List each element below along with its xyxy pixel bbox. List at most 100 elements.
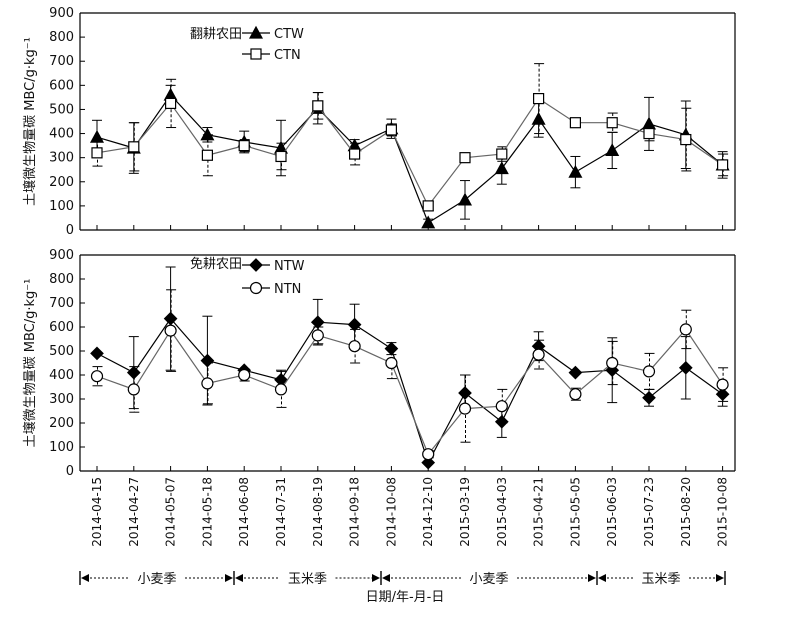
y-tick-label: 900 bbox=[49, 6, 74, 21]
data-point bbox=[569, 117, 582, 129]
data-point bbox=[495, 400, 508, 413]
data-point bbox=[90, 370, 104, 383]
data-point bbox=[385, 356, 398, 370]
x-tick-label: 2015-07-23 bbox=[642, 477, 656, 547]
x-tick-label: 2015-03-19 bbox=[458, 477, 472, 547]
x-tick-label: 2014-05-18 bbox=[200, 477, 214, 547]
y-tick-label: 700 bbox=[49, 296, 74, 311]
data-point bbox=[312, 100, 324, 112]
data-point bbox=[275, 150, 287, 163]
series-ntn bbox=[90, 289, 729, 461]
data-point bbox=[678, 360, 693, 375]
data-point bbox=[642, 390, 656, 405]
data-point bbox=[274, 383, 288, 396]
data-point bbox=[165, 97, 177, 110]
series-ctw bbox=[89, 84, 730, 229]
data-point bbox=[201, 377, 214, 390]
x-tick-label: 2015-08-20 bbox=[679, 477, 693, 547]
series-line bbox=[96, 97, 723, 208]
season-label: 玉米季 bbox=[641, 572, 680, 587]
data-point bbox=[310, 315, 325, 330]
data-point bbox=[421, 215, 436, 229]
x-tick-label: 2014-04-27 bbox=[127, 477, 141, 547]
data-point bbox=[385, 124, 397, 136]
x-tick-label: 2014-08-19 bbox=[311, 477, 325, 547]
x-tick-label: 2015-04-21 bbox=[532, 477, 546, 547]
y-tick-label: 700 bbox=[49, 54, 74, 69]
data-point bbox=[238, 368, 251, 382]
data-point bbox=[568, 365, 583, 380]
data-point bbox=[422, 200, 434, 212]
season-arrow-head bbox=[598, 574, 606, 582]
data-point bbox=[496, 148, 508, 160]
panel-1: 0 100 200 300 400 500 600 700 800 900 土壤微生物量碳 MBC/… bbox=[22, 6, 736, 238]
x-tick-label: 2014-06-08 bbox=[237, 477, 251, 547]
data-point bbox=[606, 356, 619, 370]
x-tick-label: 2015-05-05 bbox=[568, 477, 582, 547]
x-tick-label: 2015-04-03 bbox=[495, 477, 509, 547]
y-tick-label: 500 bbox=[49, 344, 74, 359]
y-tick-label: 0 bbox=[66, 223, 74, 238]
data-point bbox=[127, 383, 140, 396]
legend-marker bbox=[248, 25, 264, 39]
y-tick-label: 400 bbox=[49, 368, 74, 383]
y-tick-label: 800 bbox=[49, 30, 74, 45]
legend-label: CTN bbox=[274, 48, 301, 63]
y-tick-label: 100 bbox=[49, 440, 74, 455]
y-tick-label: 100 bbox=[49, 199, 74, 214]
data-point bbox=[532, 92, 545, 105]
data-point bbox=[238, 140, 250, 152]
season-arrow-head bbox=[235, 574, 243, 582]
legend-marker bbox=[249, 258, 263, 272]
x-axis-title: 日期/年-月-日 bbox=[366, 590, 445, 605]
legend-title: 翻耕农田 bbox=[190, 26, 242, 42]
data-point bbox=[605, 143, 620, 157]
season-arrow-head bbox=[716, 574, 724, 582]
legend-label: CTW bbox=[274, 27, 304, 42]
season-bar: 小麦季 玉米季 小麦季 玉米季 bbox=[79, 571, 726, 587]
data-point bbox=[311, 329, 324, 342]
season-arrow-head bbox=[372, 574, 380, 582]
data-point bbox=[457, 192, 473, 206]
legend-title: 免耕农田 bbox=[190, 256, 242, 272]
data-point bbox=[91, 147, 103, 159]
x-tick-label: 2014-05-07 bbox=[164, 477, 178, 547]
x-tick-label: 2014-09-18 bbox=[348, 477, 362, 547]
y-tick-label: 0 bbox=[66, 464, 74, 479]
y-tick-label: 200 bbox=[49, 175, 74, 190]
x-tick-label: 2015-10-08 bbox=[716, 477, 730, 547]
season-arrow-head bbox=[382, 574, 390, 582]
data-point bbox=[458, 402, 472, 415]
y-tick-label: 300 bbox=[49, 151, 74, 166]
x-tick-label: 2015-06-03 bbox=[605, 477, 619, 547]
data-point bbox=[716, 378, 729, 391]
data-point bbox=[494, 161, 509, 175]
data-point bbox=[422, 448, 435, 461]
data-point bbox=[569, 388, 582, 401]
legend-marker bbox=[249, 281, 263, 295]
y-tick-label: 200 bbox=[49, 416, 74, 431]
x-tick-label: 2014-04-15 bbox=[90, 477, 104, 547]
data-point bbox=[679, 323, 692, 336]
panel-2: 0 100 200 300 400 500 600 700 800 900 土壤微生物量碳 MBC/… bbox=[22, 248, 736, 479]
series-line bbox=[96, 328, 724, 456]
x-tick-label: 2014-07-31 bbox=[274, 477, 288, 547]
season-label: 小麦季 bbox=[137, 572, 176, 587]
data-point bbox=[643, 127, 655, 140]
legend-label: NTW bbox=[274, 259, 305, 274]
y-tick-label: 300 bbox=[49, 392, 74, 407]
data-point bbox=[90, 346, 104, 361]
data-point bbox=[349, 148, 361, 160]
data-point bbox=[606, 117, 618, 129]
y-tick-label: 500 bbox=[49, 102, 74, 117]
x-tick-label: 2014-12-10 bbox=[421, 477, 435, 547]
data-point bbox=[201, 149, 213, 161]
series-ctn bbox=[91, 63, 729, 212]
y-tick-label: 900 bbox=[49, 248, 74, 263]
y-tick-label: 600 bbox=[49, 320, 74, 335]
legend-label: NTN bbox=[274, 282, 301, 297]
y-tick-label: 800 bbox=[49, 272, 74, 287]
season-label: 玉米季 bbox=[288, 572, 327, 587]
